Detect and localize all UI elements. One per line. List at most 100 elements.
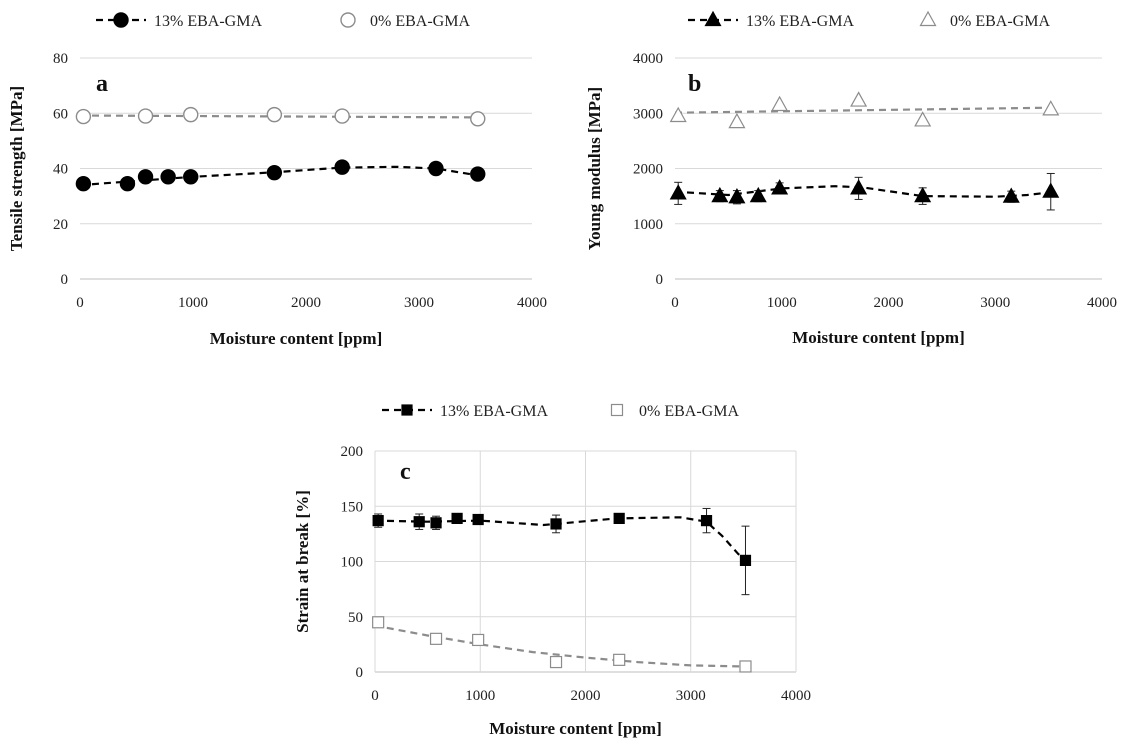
series-0pct <box>669 91 1060 129</box>
data-point <box>472 633 485 647</box>
data-point <box>372 515 384 527</box>
x-axis-label: Moisture content [ppm] <box>489 719 662 738</box>
y-tick-label: 4000 <box>633 51 663 67</box>
panel-letter: a <box>96 71 108 97</box>
data-point <box>549 655 563 669</box>
data-point <box>1042 182 1060 198</box>
panel-letter: b <box>688 71 701 97</box>
data-point <box>850 179 868 195</box>
legend-marker <box>704 10 722 27</box>
data-point <box>749 186 767 203</box>
y-tick-label: 40 <box>53 162 68 178</box>
x-tick-label: 1000 <box>465 688 495 704</box>
legend-label: 13% EBA-GMA <box>154 13 262 30</box>
data-point <box>739 554 752 566</box>
x-tick-label: 4000 <box>781 688 811 704</box>
y-tick-label: 0 <box>356 665 364 681</box>
legend-marker <box>919 10 937 27</box>
data-point <box>711 186 729 203</box>
legend-marker <box>401 404 413 416</box>
legend-label: 0% EBA-GMA <box>639 403 739 420</box>
legend-entry: 13% EBA-GMA <box>382 403 548 420</box>
data-point <box>914 111 932 127</box>
y-tick-label: 3000 <box>633 106 663 122</box>
data-point <box>119 175 136 192</box>
data-point <box>183 169 199 185</box>
data-point <box>850 91 868 107</box>
x-tick-label: 4000 <box>1087 295 1117 311</box>
data-point <box>914 186 932 203</box>
y-tick-label: 150 <box>341 499 364 515</box>
x-tick-label: 0 <box>76 295 84 311</box>
legend-entry: 13% EBA-GMA <box>96 12 262 30</box>
data-point <box>771 95 789 112</box>
data-point <box>160 169 176 185</box>
y-tick-label: 50 <box>348 610 363 626</box>
data-point <box>739 660 752 673</box>
series-13pct <box>75 159 486 192</box>
y-tick-label: 0 <box>656 272 664 288</box>
data-point <box>472 513 484 526</box>
legend-entry: 0% EBA-GMA <box>610 403 739 420</box>
data-point <box>613 512 625 525</box>
trend-line <box>674 106 1051 114</box>
x-tick-label: 3000 <box>676 688 706 704</box>
x-axis-label: Moisture content [ppm] <box>210 329 383 348</box>
data-point <box>470 111 486 127</box>
x-tick-label: 3000 <box>980 295 1010 311</box>
x-tick-label: 2000 <box>571 688 601 704</box>
trend-line <box>674 185 1051 198</box>
x-tick-label: 0 <box>671 295 679 311</box>
data-point <box>430 517 442 529</box>
legend-label: 0% EBA-GMA <box>370 13 470 30</box>
y-tick-label: 60 <box>53 106 68 122</box>
data-point <box>372 616 385 629</box>
panel-b: 0 1000 2000 3000 4000 0 1000 2000 3000 4000 Moistu… <box>585 10 1117 347</box>
x-tick-label: 3000 <box>404 295 434 311</box>
y-axis-label: Tensile strength [MPa] <box>7 86 26 251</box>
legend-marker <box>610 403 624 417</box>
panel-letter: c <box>400 459 411 485</box>
x-tick-label: 1000 <box>767 295 797 311</box>
x-tick-label: 0 <box>371 688 379 704</box>
legend-label: 0% EBA-GMA <box>950 13 1050 30</box>
x-tick-label: 1000 <box>178 295 208 311</box>
legend-entry: 13% EBA-GMA <box>688 10 854 30</box>
data-point <box>700 515 713 527</box>
legend-marker <box>113 12 129 28</box>
data-point <box>137 169 154 185</box>
data-point <box>75 108 92 125</box>
data-point <box>669 106 687 123</box>
x-axis-label: Moisture content [ppm] <box>792 328 965 347</box>
legend-label: 13% EBA-GMA <box>440 403 548 420</box>
data-point <box>266 164 283 181</box>
panel-a: 0 20 40 60 80 0 1000 2000 3000 4000 Moisture conte… <box>7 12 547 348</box>
y-tick-label: 100 <box>341 555 364 571</box>
y-axis-label: Strain at break [%] <box>293 490 312 633</box>
x-tick-label: 2000 <box>291 295 321 311</box>
data-point <box>137 108 154 124</box>
data-point <box>451 512 463 525</box>
legend-entry: 0% EBA-GMA <box>919 10 1050 30</box>
legend-marker <box>340 12 356 28</box>
x-tick-label: 2000 <box>874 295 904 311</box>
data-point <box>669 184 687 200</box>
data-point <box>728 187 746 204</box>
x-tick-label: 4000 <box>517 295 547 311</box>
data-point <box>613 653 626 666</box>
series-13pct <box>669 172 1060 211</box>
data-point <box>429 632 443 645</box>
data-point <box>413 516 425 528</box>
data-point <box>75 175 92 192</box>
data-point <box>183 106 199 123</box>
y-tick-label: 1000 <box>633 217 663 233</box>
data-point <box>266 106 283 123</box>
y-tick-label: 20 <box>53 217 68 233</box>
data-point <box>334 159 350 175</box>
data-point <box>728 112 746 129</box>
series-0pct <box>75 106 486 127</box>
legend-label: 13% EBA-GMA <box>746 13 854 30</box>
y-tick-label: 0 <box>61 272 69 288</box>
data-point <box>470 166 486 182</box>
